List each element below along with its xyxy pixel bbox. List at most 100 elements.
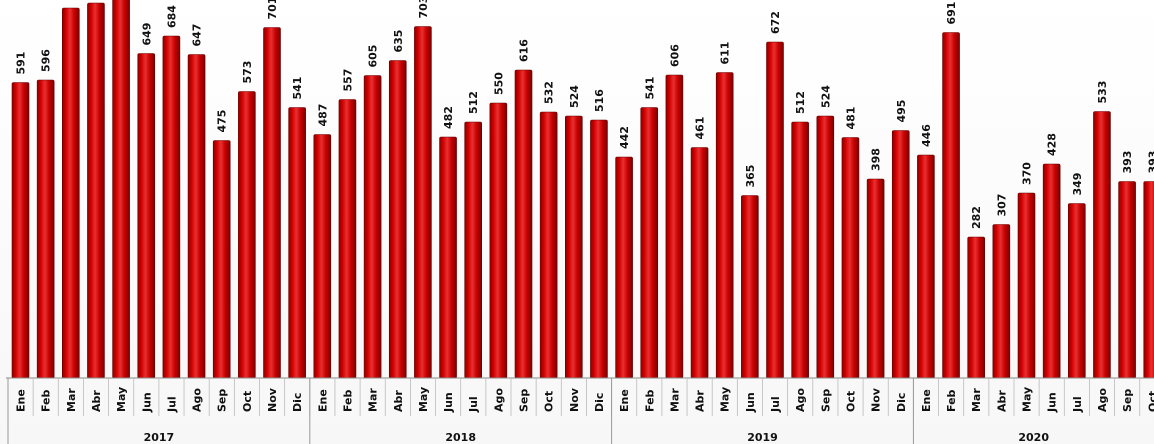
bar — [640, 107, 659, 379]
bar-group — [238, 91, 256, 379]
x-tick-label: Abr — [995, 390, 1008, 412]
bar-value-label: 393 — [1146, 151, 1154, 174]
bar — [137, 53, 156, 379]
x-tick-label: Ene — [618, 389, 631, 412]
bar-group — [112, 0, 130, 379]
x-tick-label: Jul — [769, 396, 782, 413]
x-axis: Ene Feb Mar Abr May Jun Jul Ago Sep Oct Nov Dic Ene F… — [6, 377, 1154, 444]
bar — [665, 74, 684, 379]
bar-value-label: 487 — [316, 104, 329, 127]
bar-group — [489, 102, 508, 379]
bar — [112, 0, 130, 379]
bar-value-label: 541 — [291, 77, 304, 100]
x-tick-label: May — [1021, 387, 1034, 412]
bar-group — [36, 79, 55, 379]
bar — [741, 195, 759, 379]
bar-group — [11, 82, 30, 379]
bar-value-label: 672 — [769, 11, 782, 34]
bar — [464, 121, 483, 379]
x-tick-label: Jul — [1071, 396, 1084, 413]
year-label: 2020 — [1018, 431, 1049, 444]
x-tick-label: Dic — [895, 393, 908, 412]
bar-group — [313, 134, 332, 379]
bar — [917, 154, 935, 379]
bar-value-label: 481 — [844, 107, 857, 130]
x-tick-label: Sep — [216, 389, 229, 412]
bar-group — [992, 224, 1011, 379]
x-tick-label: Oct — [1146, 391, 1154, 412]
bar-value-label: 398 — [870, 148, 883, 171]
bar-value-label: 647 — [191, 24, 204, 47]
bar-value-label: 635 — [392, 30, 405, 53]
bar-group — [187, 54, 206, 379]
bar — [564, 115, 583, 379]
x-tick-label: Jun — [1046, 392, 1059, 413]
bar-group — [590, 119, 608, 379]
bar — [162, 35, 181, 379]
bar-value-label: 573 — [241, 61, 254, 84]
bar-group — [1093, 111, 1111, 379]
year-label: 2018 — [445, 431, 476, 444]
bar-group — [288, 107, 306, 379]
bar-group — [263, 27, 281, 379]
bar-group — [1068, 203, 1086, 379]
bar-group — [715, 72, 734, 379]
bar — [1093, 111, 1111, 379]
x-tick-label: Sep — [518, 389, 531, 412]
x-tick-label: Sep — [1121, 389, 1134, 412]
bar-group — [741, 195, 759, 379]
bar-group — [942, 32, 960, 379]
bar-value-label: 532 — [543, 81, 556, 104]
bar-value-label: 461 — [694, 117, 707, 140]
bar-group — [363, 75, 382, 379]
x-tick-label: Nov — [266, 387, 279, 412]
x-tick-label: Oct — [241, 391, 254, 412]
bar-group — [816, 115, 835, 379]
bar-group — [564, 115, 583, 379]
bar-value-label: 611 — [719, 42, 732, 65]
x-tick-label: Feb — [643, 389, 656, 412]
bar-group — [891, 130, 910, 379]
bar — [1042, 163, 1061, 379]
bar-group — [1042, 163, 1061, 379]
bar-value-label: 307 — [995, 194, 1008, 217]
x-tick-label: Ago — [1096, 388, 1109, 412]
bar-value-label: 557 — [341, 69, 354, 92]
bar-group — [866, 178, 885, 379]
bar — [791, 121, 809, 379]
bar — [1118, 181, 1136, 379]
bar — [313, 134, 332, 379]
bar-group — [439, 136, 457, 379]
bar-value-label: 701 — [266, 0, 279, 20]
bar-value-label: 533 — [1096, 81, 1109, 104]
bar — [263, 27, 281, 379]
bar — [715, 72, 734, 379]
bar-group — [1017, 192, 1036, 379]
bar-value-label: 512 — [467, 91, 480, 114]
bar — [212, 140, 231, 379]
bar — [539, 111, 558, 379]
bar-value-label: 616 — [518, 39, 531, 62]
bar-group — [388, 60, 407, 379]
bar — [690, 147, 709, 379]
x-tick-label: Jul — [165, 396, 178, 413]
bar-group — [791, 121, 809, 379]
bar — [891, 130, 910, 379]
x-tick-label: Ene — [15, 389, 28, 412]
x-tick-label: Dic — [291, 393, 304, 412]
bar — [414, 26, 432, 379]
bar-value-label: 446 — [920, 124, 933, 147]
bar-group — [640, 107, 659, 379]
bar-value-label: 365 — [744, 165, 757, 188]
bar-value-label: 591 — [15, 52, 28, 75]
bar-value-label: 349 — [1071, 173, 1084, 196]
bar-group — [917, 154, 935, 379]
value-labels-layer: 591 596 649 684 647 475 573 701 541 487 557 605 635 7… — [15, 0, 1154, 229]
bar-group — [514, 69, 533, 379]
x-tick-label: May — [417, 387, 430, 412]
bars-layer — [11, 0, 1154, 379]
bar-value-label: 516 — [593, 89, 606, 112]
bar-value-label: 605 — [367, 45, 380, 68]
x-tick-label: Ago — [191, 388, 204, 412]
